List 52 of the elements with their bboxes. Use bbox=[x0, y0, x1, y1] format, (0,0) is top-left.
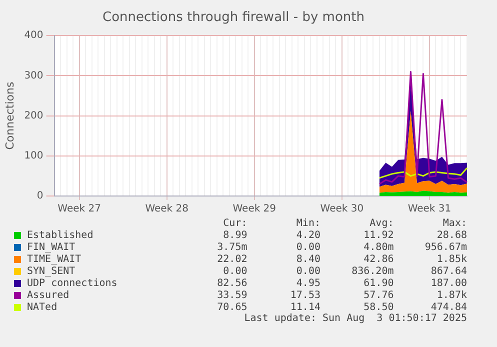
text: 1.87k bbox=[436, 290, 467, 301]
legend-label: UDP connections bbox=[26, 278, 118, 289]
x-tick-label: Week 31 bbox=[408, 204, 452, 215]
y-tick-label: 100 bbox=[24, 150, 44, 162]
text: 11.14 bbox=[289, 302, 320, 313]
text: Cur: bbox=[222, 218, 248, 229]
chart-title: Connections through firewall - by month bbox=[102, 10, 364, 26]
legend-label: Assured bbox=[26, 290, 70, 301]
text: 70.65 bbox=[216, 302, 248, 313]
x-tick-label: Week 28 bbox=[145, 204, 188, 215]
y-tick-label: 300 bbox=[24, 70, 44, 82]
y-tick-label: 400 bbox=[24, 30, 44, 42]
legend-label: TIME_WAIT bbox=[26, 254, 82, 265]
text: 33.59 bbox=[216, 290, 248, 301]
text: 3.75m bbox=[216, 242, 248, 253]
y-axis-title: Connections bbox=[3, 82, 16, 150]
text: 17.53 bbox=[289, 290, 320, 301]
x-tick-label: Week 27 bbox=[58, 204, 101, 215]
legend-label: SYN_SENT bbox=[26, 266, 76, 277]
text: 187.00 bbox=[430, 278, 467, 289]
text: Last update: Sun Aug 3 01:50:17 2025 bbox=[243, 313, 467, 324]
text: 22.02 bbox=[216, 254, 248, 265]
text: 0.00 bbox=[295, 266, 320, 277]
text: 4.20 bbox=[295, 230, 320, 241]
text: 4.80m bbox=[362, 242, 394, 253]
text: 57.76 bbox=[362, 290, 394, 301]
text: 867.64 bbox=[430, 266, 467, 277]
text: 836.20m bbox=[350, 266, 394, 277]
x-tick-label: Week 29 bbox=[232, 204, 276, 215]
text: 82.56 bbox=[216, 278, 248, 289]
text: 8.40 bbox=[295, 254, 320, 265]
text: Min: bbox=[295, 218, 320, 229]
text: 0.00 bbox=[222, 266, 248, 277]
text: 0.00 bbox=[295, 242, 320, 253]
y-tick-label: 0 bbox=[36, 190, 44, 202]
text: 8.99 bbox=[222, 230, 248, 241]
text: 4.95 bbox=[295, 278, 320, 289]
text: 61.90 bbox=[362, 278, 394, 289]
x-tick-label: Week 30 bbox=[320, 204, 364, 215]
legend-label: Established bbox=[26, 230, 94, 241]
text: 11.92 bbox=[362, 230, 394, 241]
text: 956.67m bbox=[424, 242, 467, 253]
text: 474.84 bbox=[430, 302, 467, 313]
y-tick-label: 200 bbox=[24, 110, 44, 122]
legend-label: FIN_WAIT bbox=[26, 242, 76, 253]
text: Avg: bbox=[368, 218, 394, 229]
text: 42.86 bbox=[362, 254, 394, 265]
text: Max: bbox=[442, 218, 467, 229]
legend-label: NATed bbox=[26, 302, 58, 313]
text: 28.68 bbox=[436, 230, 467, 241]
text: 1.85k bbox=[436, 254, 467, 265]
text: 58.50 bbox=[362, 302, 394, 313]
